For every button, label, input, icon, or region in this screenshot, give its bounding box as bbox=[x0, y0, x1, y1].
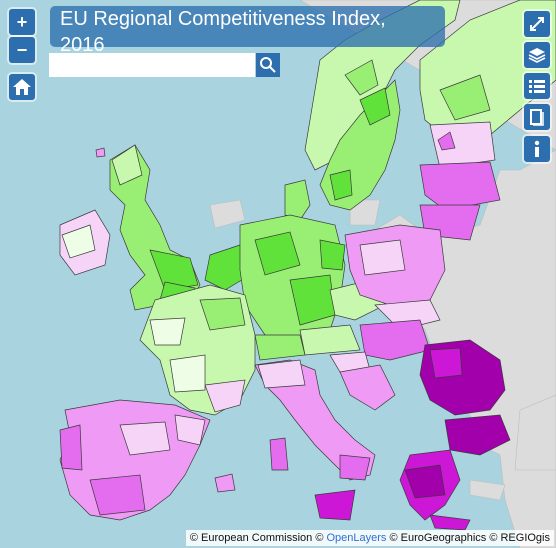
expand-icon bbox=[530, 17, 544, 31]
legend-button[interactable] bbox=[524, 73, 550, 99]
info-icon bbox=[534, 140, 540, 157]
bookmark-button[interactable] bbox=[524, 104, 550, 130]
list-icon bbox=[529, 80, 545, 93]
map-title-panel: EU Regional Competitiveness Index, 2016 bbox=[50, 6, 445, 56]
regions-islands bbox=[95, 131, 456, 158]
layers-button[interactable] bbox=[524, 42, 550, 68]
home-button[interactable] bbox=[9, 74, 35, 100]
map-title: EU Regional Competitiveness Index, 2016 bbox=[60, 8, 386, 56]
zoom-out-button[interactable]: − bbox=[9, 37, 35, 63]
zoom-in-button[interactable]: + bbox=[9, 9, 35, 35]
search-input[interactable] bbox=[49, 53, 255, 77]
regions-uk-ireland bbox=[59, 144, 201, 311]
regions-east bbox=[329, 224, 446, 411]
home-icon bbox=[13, 79, 31, 95]
info-button[interactable] bbox=[524, 136, 550, 162]
map-attribution: © European Commission © OpenLayers © Eur… bbox=[185, 530, 554, 546]
fullscreen-button[interactable] bbox=[524, 11, 550, 37]
regions-iberia bbox=[59, 399, 236, 521]
search-icon bbox=[260, 57, 276, 73]
openlayers-link[interactable]: OpenLayers bbox=[326, 532, 387, 544]
book-icon bbox=[530, 109, 544, 126]
layers-icon bbox=[528, 48, 546, 63]
regions-baltic bbox=[419, 121, 501, 241]
regions-southeast bbox=[399, 339, 511, 531]
regions-central bbox=[139, 214, 386, 416]
search-button[interactable] bbox=[256, 53, 280, 77]
regions-italy bbox=[254, 359, 376, 521]
